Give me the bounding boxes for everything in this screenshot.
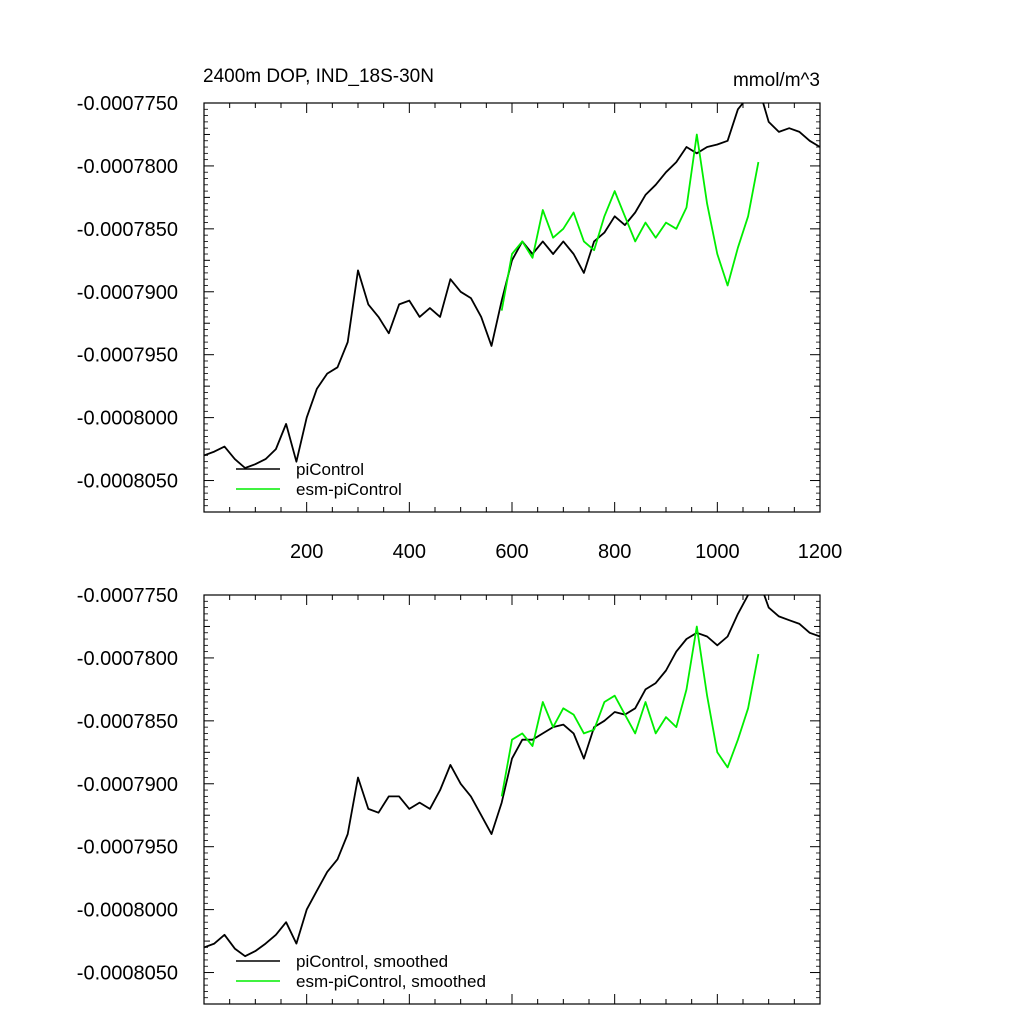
x-tick-label: 1000 — [695, 541, 740, 563]
y-tick-label: -0.0007900 — [77, 774, 178, 796]
chart-title: 2400m DOP, IND_18S-30N — [203, 66, 434, 87]
series-line-esm-picontrol — [500, 625, 760, 797]
y-tick-label: -0.0007750 — [77, 585, 178, 607]
y-tick-label: -0.0007850 — [77, 219, 178, 241]
y-tick-label: -0.0007800 — [77, 156, 178, 178]
y-tick-label: -0.0008000 — [77, 408, 178, 430]
series-line-picontrol — [204, 103, 820, 469]
legend-label: piControl — [296, 460, 364, 479]
panel-top: 2400m DOP, IND_18S-30N mmol/m^3 -0.00077… — [77, 0, 842, 563]
y-tick-label: -0.0008100 — [77, 0, 178, 5]
plot-frame — [203, 102, 821, 513]
series-line-picontrol — [204, 595, 820, 958]
plot-frame — [203, 594, 821, 1005]
y-tick-label: -0.0008100 — [77, 0, 178, 5]
y-tick-label: -0.0008000 — [77, 900, 178, 922]
x-tick-label: 1200 — [798, 541, 843, 563]
y-tick-label: -0.0007950 — [77, 345, 178, 367]
x-tick-label: 800 — [598, 541, 631, 563]
x-tick-label: 200 — [290, 541, 323, 563]
legend-label: esm-piControl, smoothed — [296, 972, 486, 991]
series-line-esm-picontrol — [500, 133, 760, 311]
y-tick-label: -0.0007950 — [77, 837, 178, 859]
y-tick-label: -0.0008050 — [77, 471, 178, 493]
x-tick-label: 600 — [495, 541, 528, 563]
y-tick-label: -0.0007900 — [77, 282, 178, 304]
panel-bottom: -0.0007750 -0.0007800 -0.0007850 -0.0007900… — [77, 0, 821, 1005]
y-tick-label: -0.0007800 — [77, 648, 178, 670]
legend-label: esm-piControl — [296, 480, 402, 499]
x-tick-label: 400 — [393, 541, 426, 563]
y-tick-label: -0.0008050 — [77, 963, 178, 985]
legend-label: piControl, smoothed — [296, 952, 448, 971]
units-label: mmol/m^3 — [733, 70, 820, 91]
y-tick-label: -0.0007750 — [77, 93, 178, 115]
y-tick-label: -0.0007850 — [77, 711, 178, 733]
